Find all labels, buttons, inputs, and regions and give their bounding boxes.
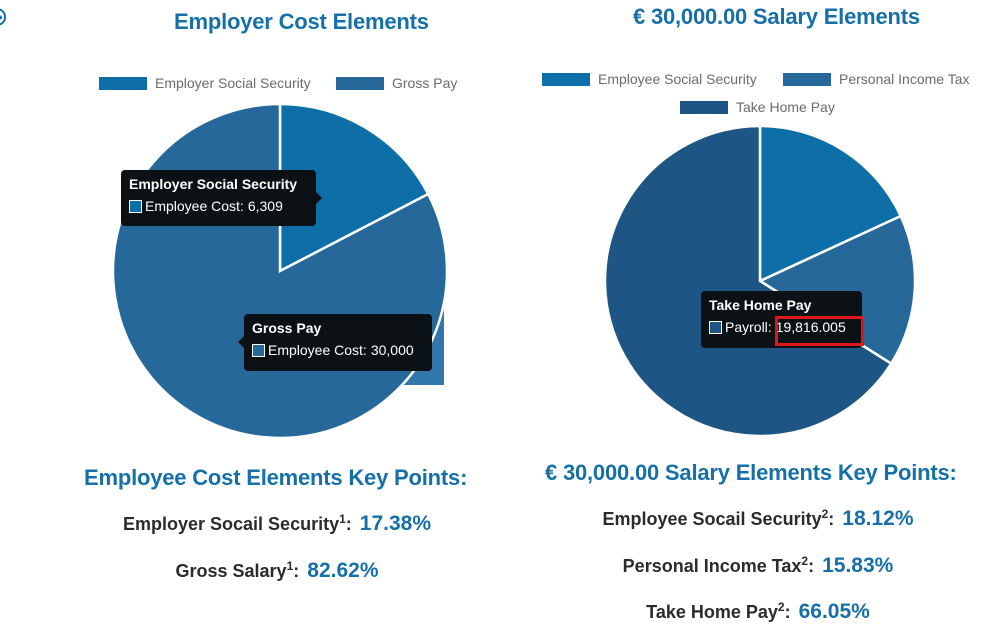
key-point-label: Gross Salary1: bbox=[175, 559, 300, 581]
key-point-value: 17.38% bbox=[359, 512, 432, 535]
key-point-row: Gross Salary1: 82.62% bbox=[176, 559, 379, 583]
right-key-points-title: € 30,000.00 Salary Elements Key Points: bbox=[545, 460, 957, 485]
tooltip-label: Employee Cost: bbox=[145, 198, 244, 214]
legend-label: Employer Social Security bbox=[155, 75, 311, 91]
right-chart-title: € 30,000.00 Salary Elements bbox=[633, 4, 920, 29]
tooltip-color-box bbox=[129, 199, 142, 213]
legend-label: Employee Social Security bbox=[598, 71, 757, 87]
legend-item-personal-income-tax[interactable]: Personal Income Tax bbox=[783, 71, 969, 87]
tooltip-value: 19,816.005 bbox=[775, 319, 846, 335]
tooltip-line: Payroll: 19,816.005 bbox=[709, 319, 854, 335]
key-point-label: Take Home Pay2: bbox=[646, 600, 791, 622]
key-point-row: Take Home Pay2: 66.05% bbox=[646, 600, 870, 624]
tooltip-color-box bbox=[709, 320, 722, 334]
legend-item-take-home-pay[interactable]: Take Home Pay bbox=[680, 99, 835, 115]
key-point-row: Employee Socail Security2: 18.12% bbox=[602, 507, 913, 531]
tooltip-value: 30,000 bbox=[370, 342, 414, 358]
legend-item-employee-social-security[interactable]: Employee Social Security bbox=[542, 71, 757, 87]
value-highlight-box bbox=[775, 316, 864, 346]
legend-label: Take Home Pay bbox=[736, 99, 835, 115]
legend-item-gross-pay[interactable]: Gross Pay bbox=[336, 75, 457, 91]
tooltip-take-home-pay: Take Home Pay Payroll: 19,816.005 bbox=[701, 291, 862, 348]
key-point-value: 66.05% bbox=[798, 600, 870, 623]
key-point-value: 18.12% bbox=[842, 507, 914, 530]
tooltip-color-box bbox=[252, 343, 265, 357]
tooltip-gross-pay: Gross Pay Employee Cost: 30,000 bbox=[238, 314, 432, 371]
left-key-points-title: Employee Cost Elements Key Points: bbox=[84, 465, 468, 490]
legend-swatch bbox=[542, 72, 590, 86]
legend-swatch bbox=[680, 100, 728, 114]
legend-swatch bbox=[783, 72, 831, 86]
legend-swatch bbox=[336, 76, 384, 90]
key-point-row: Employer Socail Security1: 17.38% bbox=[123, 512, 431, 536]
tooltip-label: Employee Cost: bbox=[268, 342, 367, 358]
tooltip-line: Employee Cost: 30,000 bbox=[252, 342, 424, 358]
key-point-row: Personal Income Tax2: 15.83% bbox=[623, 554, 894, 578]
legend-swatch bbox=[99, 76, 147, 90]
key-point-label: Employer Socail Security1: bbox=[122, 512, 352, 534]
tooltip-employer-social-security: Employer Social Security Employee Cost: … bbox=[121, 170, 322, 226]
key-point-value: 15.83% bbox=[822, 554, 894, 577]
tooltip-label: Payroll: bbox=[725, 319, 772, 335]
tooltip-title: Take Home Pay bbox=[709, 297, 812, 313]
key-point-value: 82.62% bbox=[307, 559, 379, 582]
key-point-label: Personal Income Tax2: bbox=[622, 554, 815, 576]
pie-slice-take-home-pay[interactable] bbox=[603, 124, 893, 438]
tooltip-title: Gross Pay bbox=[252, 320, 322, 336]
chevron-right-icon[interactable] bbox=[0, 8, 6, 26]
left-chart-title: Employer Cost Elements bbox=[174, 9, 429, 34]
tooltip-title: Employer Social Security bbox=[129, 176, 298, 192]
tooltip-line: Employee Cost: 6,309 bbox=[129, 198, 308, 214]
pie-slice-employee-social-security[interactable] bbox=[758, 124, 903, 283]
tooltip-caret bbox=[238, 336, 244, 348]
key-point-label: Employee Socail Security2: bbox=[602, 507, 835, 529]
pie-slice-gross-pay[interactable] bbox=[111, 102, 449, 440]
tooltip-value: 6,309 bbox=[247, 198, 283, 214]
legend-label: Gross Pay bbox=[392, 75, 458, 91]
legend-item-employer-social-security[interactable]: Employer Social Security bbox=[99, 75, 311, 91]
tooltip-caret bbox=[316, 192, 322, 204]
legend-label: Personal Income Tax bbox=[839, 71, 970, 87]
